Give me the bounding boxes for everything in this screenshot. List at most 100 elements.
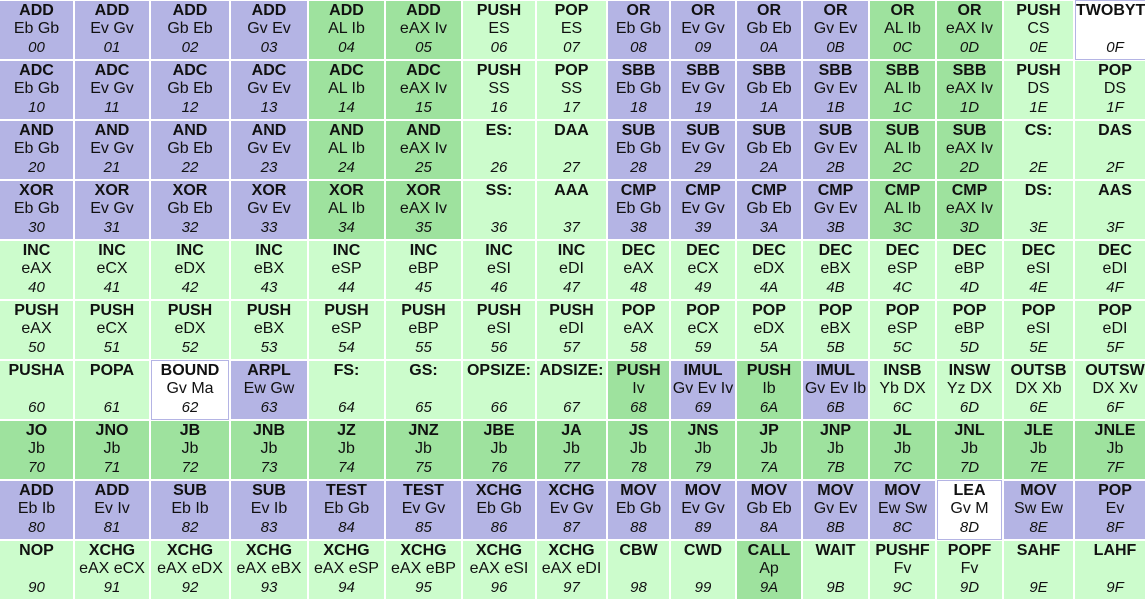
opcode-cell-68: PUSH Iv 68 — [608, 360, 669, 420]
operands: Jb — [181, 440, 199, 457]
mnemonic: POP — [621, 302, 656, 319]
operands: eAX eCX — [79, 560, 145, 577]
mnemonic: XCHG — [548, 482, 595, 499]
operands: eAX — [623, 320, 654, 337]
operands: eAX — [623, 260, 654, 277]
hex-code: 51 — [103, 339, 121, 356]
opcode-cell-87: XCHG Ev Gv 87 — [537, 480, 606, 540]
opcode-cell-0E: PUSH CS 0E — [1004, 0, 1073, 60]
operands: Gv Ev — [813, 140, 858, 157]
operands: Gv Ev — [813, 500, 858, 517]
hex-code: 3E — [1029, 219, 1048, 236]
operands: Eb Gb — [13, 140, 60, 157]
mnemonic: SBB — [621, 62, 656, 79]
operands: Gb Eb — [746, 500, 792, 517]
opcode-cell-5B: POP eBX 5B — [803, 300, 868, 360]
mnemonic: CMP — [685, 182, 721, 199]
opcode-cell-17: POP SS 17 — [537, 60, 606, 120]
hex-code: 59 — [694, 339, 712, 356]
mnemonic: ADD — [94, 2, 130, 19]
mnemonic: PUSH — [746, 362, 792, 379]
hex-code: 2D — [959, 159, 980, 176]
hex-code: 57 — [563, 339, 580, 356]
operands: eDI — [559, 320, 584, 337]
opcode-cell-23: AND Gv Ev 23 — [231, 120, 307, 180]
opcode-cell-78: JS Jb 78 — [608, 420, 669, 480]
mnemonic: CALL — [747, 542, 791, 559]
operands: eCX — [687, 260, 719, 277]
hex-code: 13 — [260, 99, 278, 116]
operands: ES — [488, 20, 510, 37]
operands: Fv — [893, 560, 912, 577]
hex-code: 99 — [694, 579, 712, 596]
hex-code: 2F — [1106, 159, 1124, 176]
mnemonic: DEC — [818, 242, 853, 259]
mnemonic: DEC — [952, 242, 987, 259]
opcode-cell-7E: JLE Jb 7E — [1004, 420, 1073, 480]
mnemonic: OR — [626, 2, 651, 19]
opcode-cell-11: ADC Ev Gv 11 — [75, 60, 149, 120]
opcode-cell-1E: PUSH DS 1E — [1004, 60, 1073, 120]
opcode-cell-5C: POP eSP 5C — [870, 300, 935, 360]
opcode-cell-45: INC eBP 45 — [386, 240, 461, 300]
hex-code: 9A — [759, 579, 779, 596]
hex-code: 1D — [959, 99, 980, 116]
opcode-cell-55: PUSH eBP 55 — [386, 300, 461, 360]
opcode-cell-83: SUB Ev Ib 83 — [231, 480, 307, 540]
opcode-cell-04: ADD AL Ib 04 — [309, 0, 384, 60]
opcode-cell-94: XCHG eAX eSP 94 — [309, 540, 384, 600]
mnemonic: PUSH — [324, 302, 369, 319]
mnemonic: OR — [691, 2, 715, 19]
operands: Yz DX — [946, 380, 993, 397]
opcode-cell-31: XOR Ev Gv 31 — [75, 180, 149, 240]
hex-code: 32 — [181, 219, 199, 236]
operands: eBX — [253, 260, 285, 277]
operands: eCX — [96, 260, 128, 277]
mnemonic: SBB — [952, 62, 987, 79]
hex-code: 3A — [759, 219, 779, 236]
mnemonic: MOV — [684, 482, 722, 499]
mnemonic: AND — [172, 122, 208, 139]
mnemonic: DEC — [621, 242, 656, 259]
mnemonic: JB — [179, 422, 201, 439]
operands: eCX — [96, 320, 128, 337]
operands: Eb Gb — [323, 500, 370, 517]
operands: Ev Gv — [401, 500, 446, 517]
opcode-cell-21: AND Ev Gv 21 — [75, 120, 149, 180]
mnemonic: POP — [1098, 482, 1132, 499]
hex-code: 21 — [103, 159, 121, 176]
operands: Gv Ev — [813, 80, 858, 97]
mnemonic: XOR — [251, 182, 287, 199]
hex-code: 62 — [181, 399, 199, 416]
mnemonic: POPA — [89, 362, 135, 379]
hex-code: 23 — [260, 159, 278, 176]
hex-code: 70 — [28, 459, 45, 476]
opcode-cell-84: TEST Eb Gb 84 — [309, 480, 384, 540]
mnemonic: ADC — [172, 62, 208, 79]
operands: Eb Gb — [615, 500, 662, 517]
mnemonic: INC — [98, 242, 126, 259]
mnemonic: XOR — [94, 182, 130, 199]
opcode-cell-10: ADC Eb Gb 10 — [0, 60, 73, 120]
hex-code: 10 — [28, 99, 45, 116]
hex-code: 81 — [103, 519, 121, 536]
operands: Gb Eb — [746, 200, 792, 217]
opcode-cell-72: JB Jb 72 — [151, 420, 229, 480]
hex-code: 15 — [415, 99, 432, 116]
opcode-cell-32: XOR Gb Eb 32 — [151, 180, 229, 240]
mnemonic: ADC — [329, 62, 364, 79]
mnemonic: CMP — [817, 182, 854, 199]
hex-code: 3C — [892, 219, 913, 236]
mnemonic: POP — [554, 62, 589, 79]
operands: Ev Gv — [681, 80, 725, 97]
operands: Jb — [961, 440, 978, 457]
opcode-cell-9D: POPF Fv 9D — [937, 540, 1002, 600]
operands: Ev Gv — [90, 20, 134, 37]
opcode-cell-62: BOUND Gv Ma 62 — [151, 360, 229, 420]
operands: Eb Gb — [615, 20, 662, 37]
hex-code: 94 — [338, 579, 355, 596]
operands: Jb — [260, 440, 278, 457]
mnemonic: SUB — [885, 122, 920, 139]
mnemonic: SUB — [952, 122, 987, 139]
hex-code: 4F — [1106, 279, 1124, 296]
